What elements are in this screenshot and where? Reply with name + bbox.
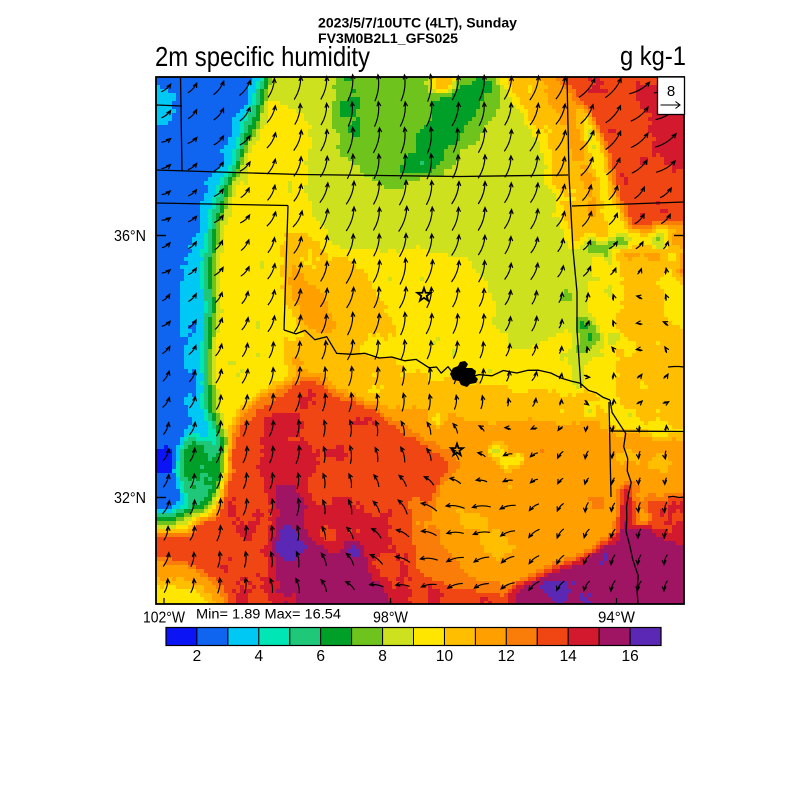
svg-text:16: 16	[621, 648, 638, 665]
svg-text:8: 8	[667, 83, 675, 100]
svg-text:4: 4	[254, 648, 263, 665]
svg-text:36°N: 36°N	[114, 228, 146, 245]
svg-text:2: 2	[193, 648, 202, 665]
svg-text:94°W: 94°W	[598, 610, 636, 627]
svg-text:6: 6	[316, 648, 325, 665]
svg-text:98°W: 98°W	[373, 610, 409, 627]
svg-text:10: 10	[436, 648, 454, 665]
svg-text:2023/5/7/10UTC (4LT), Sunday: 2023/5/7/10UTC (4LT), Sunday	[318, 15, 517, 31]
svg-text:102°W: 102°W	[143, 610, 186, 627]
svg-text:12: 12	[498, 648, 515, 665]
svg-text:Min= 1.89 Max= 16.54: Min= 1.89 Max= 16.54	[196, 607, 342, 622]
svg-text:g kg-1: g kg-1	[620, 41, 686, 71]
svg-text:2m specific humidity: 2m specific humidity	[155, 41, 370, 72]
svg-text:8: 8	[378, 648, 387, 665]
svg-text:FV3M0B2L1_GFS025: FV3M0B2L1_GFS025	[318, 30, 458, 46]
svg-text:32°N: 32°N	[114, 490, 146, 507]
svg-text:14: 14	[560, 648, 578, 665]
